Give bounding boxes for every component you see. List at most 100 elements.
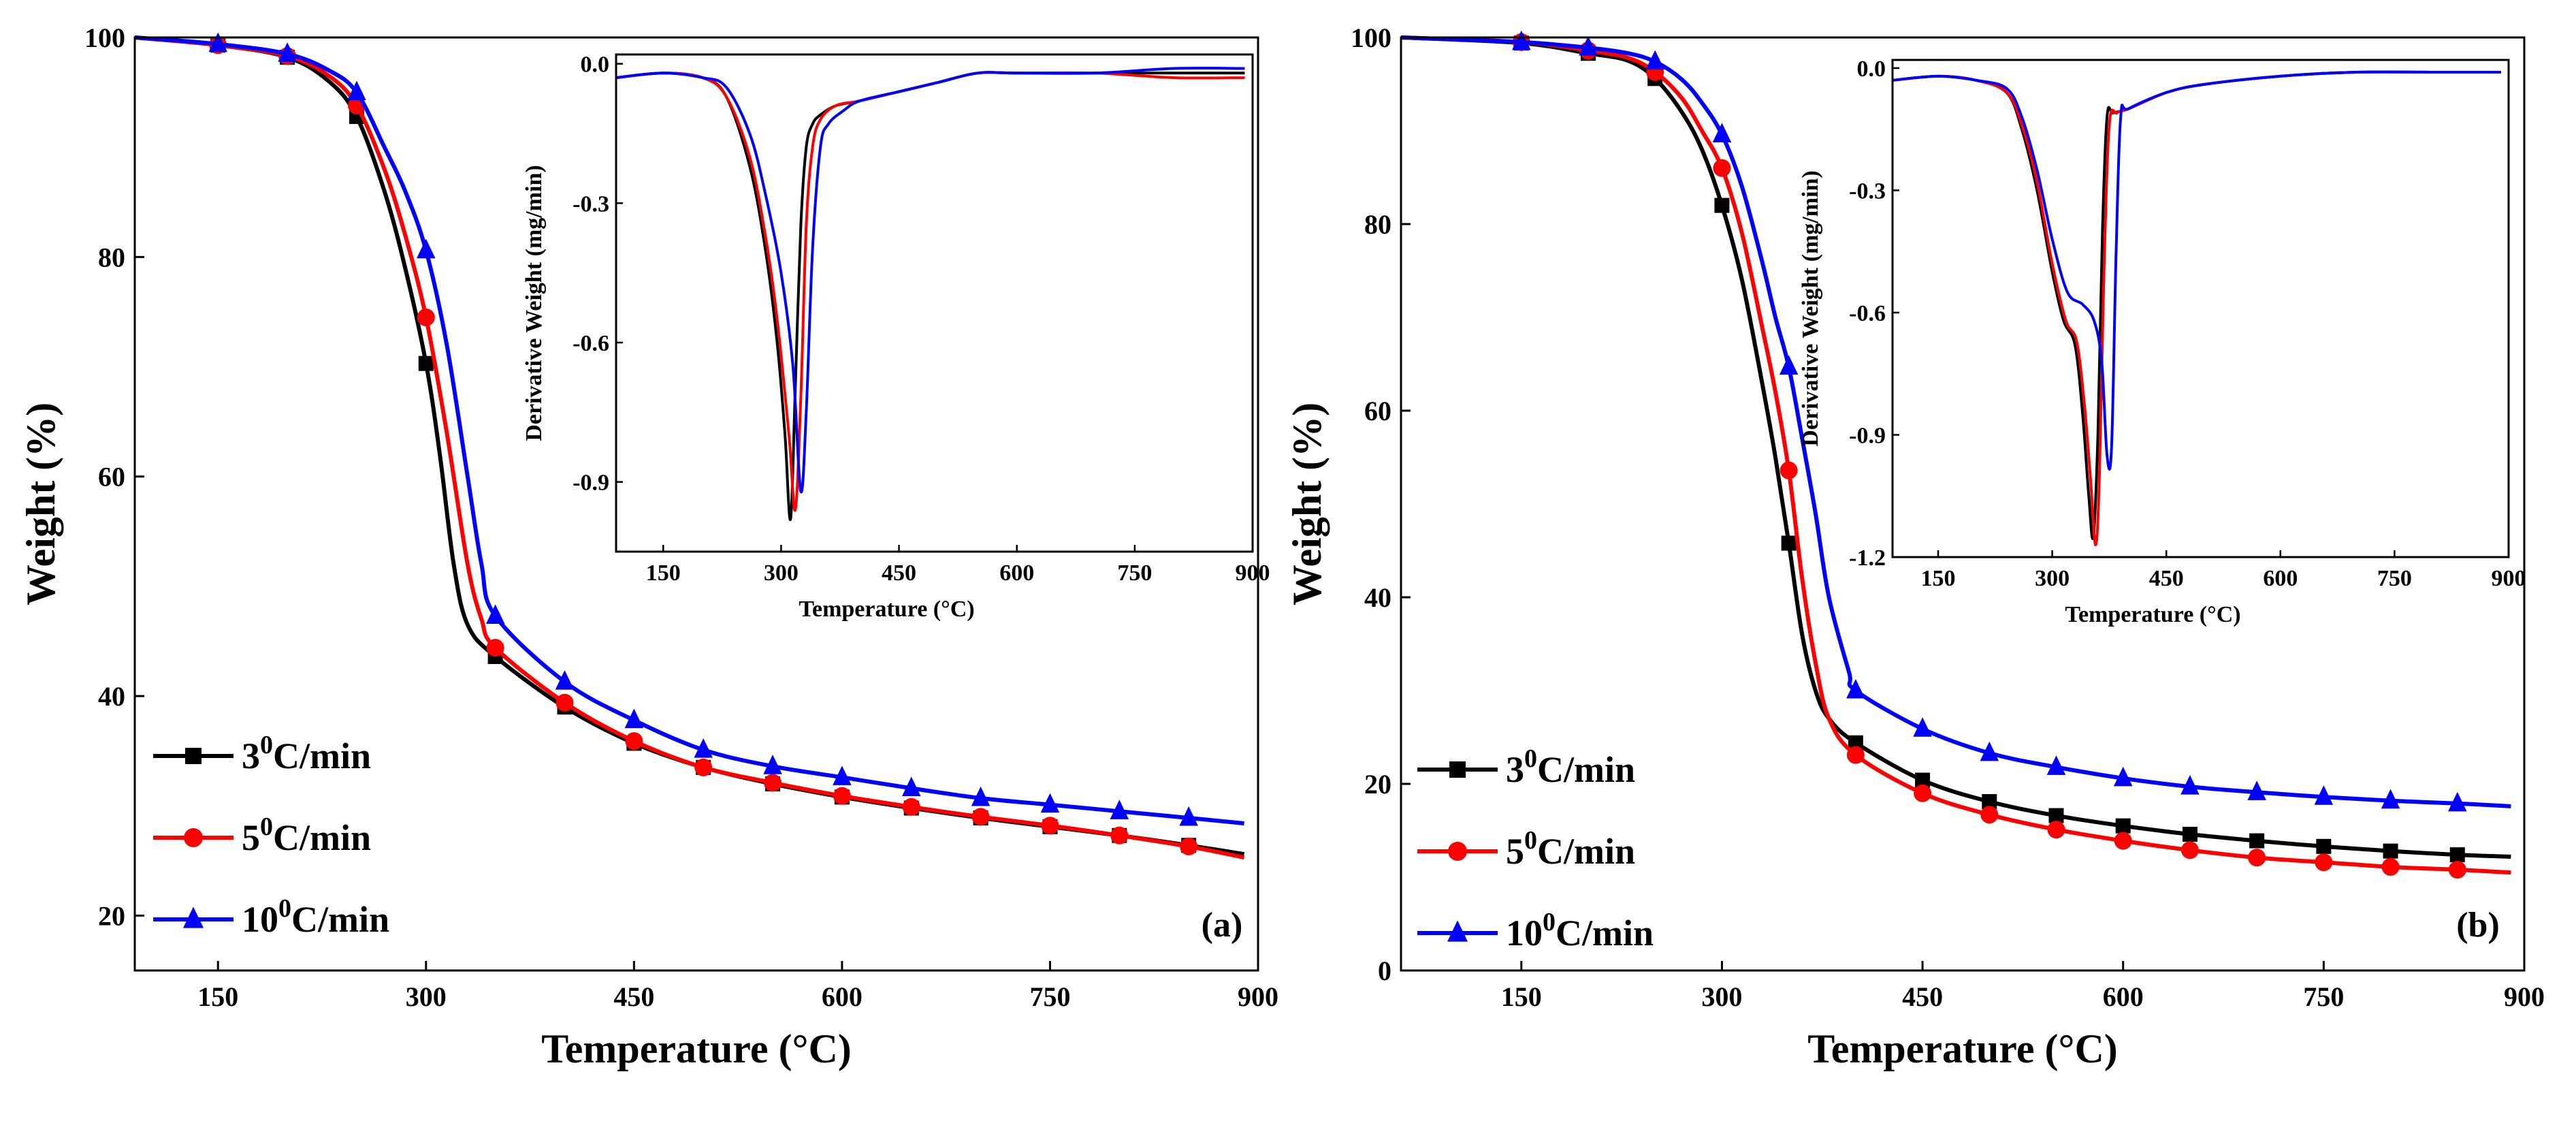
data-point-marker [2248,849,2266,867]
panel-label: (a) [1202,906,1243,945]
data-point-marker [2115,818,2131,834]
data-point-marker [1779,355,1799,375]
inset-x-tick-label: 750 [1117,560,1152,586]
plot-frame [133,36,1259,972]
data-point-marker [1780,461,1798,479]
data-point-marker [418,356,434,371]
data-point-marker [764,774,782,792]
legend-unit: C/min [273,736,371,776]
data-point-marker [833,765,852,785]
y-tick-label: 80 [1364,209,1391,240]
inset-x-axis-label: Temperature (°C) [799,597,974,622]
inset-y-axis-label: Derivative Weight (mg/min) [521,165,547,441]
legend-rate: 3 [242,736,260,776]
x-tick-label: 750 [1029,981,1070,1012]
legend-unit: C/min [273,817,371,858]
data-point-marker [1110,800,1129,819]
data-point-marker [486,639,504,657]
y-axis-label: Weight (%) [1285,402,1330,605]
y-axis-label: Weight (%) [18,402,63,605]
legend-rate: 5 [1506,831,1524,872]
data-point-marker [1980,741,1999,761]
data-point-marker [208,32,227,52]
x-tick-label: 600 [822,981,863,1012]
data-point-marker [694,758,713,776]
inset-x-tick-label: 150 [1921,566,1956,591]
data-point-marker [2046,755,2066,775]
legend-rate: 3 [1506,749,1524,790]
legend-rate: 10 [1506,913,1543,953]
x-tick-label: 300 [406,981,447,1012]
data-point-marker [763,755,782,774]
data-point-marker [1915,772,1931,788]
data-point-marker [417,238,436,259]
y-tick-label: 80 [98,242,125,272]
y-tick-label: 0 [1378,956,1391,986]
inset-x-tick-label: 150 [646,560,681,586]
series-line-3 [1400,35,2511,808]
inset-y-tick-label: -0.3 [1849,178,1886,204]
inset-x-tick-label: 900 [1236,560,1270,586]
x-tick-label: 150 [197,981,238,1012]
inset-x-tick-label: 900 [2492,566,2526,591]
y-tick-label: 100 [84,22,125,53]
legend-label: 100C/min [242,894,389,940]
x-tick-label: 150 [1501,981,1542,1012]
inset-y-tick-label: -0.6 [1849,301,1886,326]
data-point-marker [2448,791,2467,812]
data-point-marker [1713,159,1731,177]
inset-y-tick-label: -1.2 [1849,546,1886,571]
data-point-marker [833,787,851,805]
x-tick-label: 600 [2103,981,2144,1012]
legend-marker [1447,920,1468,942]
inset-background [1893,60,2509,557]
inset-y-tick-label: 0.0 [1857,57,1886,82]
data-point-marker [1180,837,1198,855]
data-point-marker [901,776,921,796]
data-point-marker [624,708,644,729]
data-point-marker [2249,833,2265,849]
data-point-marker [2180,775,2200,795]
legend-label: 50C/min [1506,826,1635,872]
inset-x-tick-label: 450 [2149,566,2184,591]
data-point-marker [278,42,297,62]
data-point-marker [2383,843,2398,859]
data-point-marker [1914,784,1932,802]
data-point-marker [1982,794,1997,810]
data-point-marker [1512,30,1531,50]
inset-x-tick-label: 450 [882,560,916,586]
legend-degree: 0 [1543,908,1556,936]
inset-x-tick-label: 300 [764,560,799,586]
legend-degree: 0 [260,731,273,759]
data-point-marker [1040,793,1060,813]
legend-marker [185,748,202,764]
y-tick-label: 40 [1364,582,1391,613]
legend-marker [1449,761,1466,778]
legend-label: 30C/min [242,731,371,776]
inset-x-tick-label: 600 [999,560,1034,586]
y-tick-label: 60 [98,462,125,492]
legend-unit: C/min [1537,749,1635,790]
data-point-marker [971,808,990,826]
data-point-marker [1712,123,1732,143]
inset-x-axis-label: Temperature (°C) [2065,602,2240,627]
x-tick-label: 900 [1238,981,1278,1012]
data-point-marker [971,786,991,806]
legend-unit: C/min [1556,913,1654,953]
data-point-marker [2381,857,2400,876]
legend-marker [1448,842,1467,861]
data-point-marker [1179,806,1198,826]
data-point-marker [2247,780,2266,800]
data-point-marker [347,80,366,101]
data-point-marker [2314,785,2334,805]
legend-label: 100C/min [1506,908,1654,953]
legend-marker [184,828,203,847]
legend-degree: 0 [278,894,291,923]
data-point-marker [2315,853,2333,872]
data-point-marker [2048,808,2064,823]
legend-degree: 0 [260,812,273,841]
legend-rate: 10 [242,899,278,940]
data-point-marker [2180,841,2199,859]
data-point-marker [2182,826,2197,842]
